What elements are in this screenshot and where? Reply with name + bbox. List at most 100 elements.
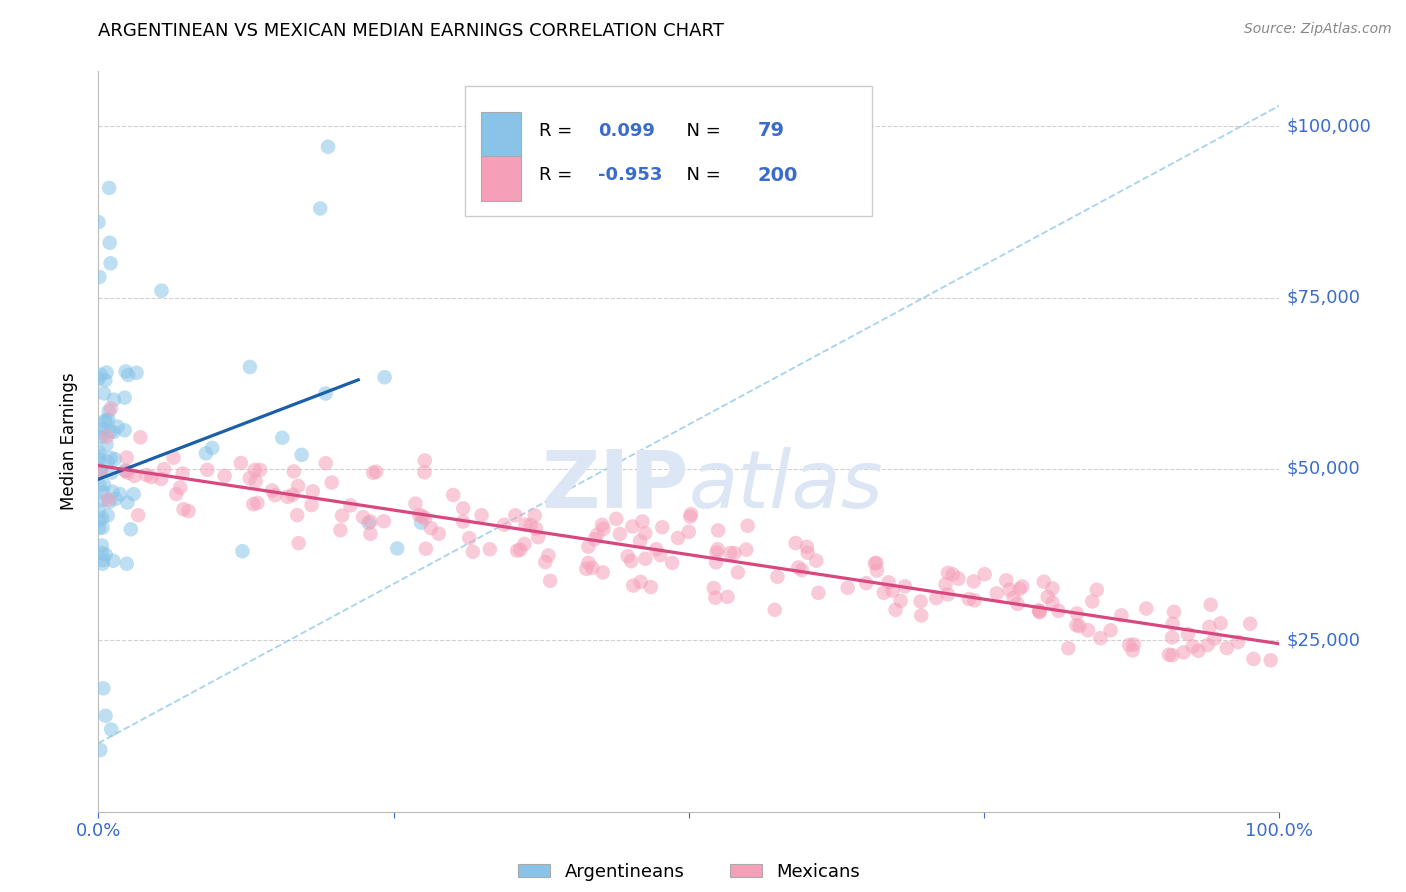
Point [374, 370, 396, 384]
Point [117, 495, 139, 509]
Point [287, 536, 309, 550]
Point [634, 551, 657, 566]
Point [91, 557, 114, 571]
Point [1157, 648, 1180, 662]
Point [666, 531, 689, 545]
Point [413, 465, 436, 479]
Point [1099, 624, 1122, 638]
Point [509, 542, 531, 557]
Point [650, 548, 672, 562]
Point [796, 540, 818, 554]
Point [1008, 582, 1031, 596]
Point [592, 522, 614, 536]
Point [239, 359, 262, 374]
Point [1002, 591, 1025, 605]
Point [352, 510, 374, 524]
Point [97, 492, 120, 507]
Point [169, 481, 191, 495]
Point [1198, 620, 1220, 634]
Point [262, 483, 284, 498]
Point [616, 549, 638, 564]
Point [1227, 635, 1250, 649]
Point [873, 585, 896, 599]
Point [884, 603, 907, 617]
Point [524, 522, 547, 536]
Point [866, 564, 889, 578]
Point [1090, 631, 1112, 645]
Point [925, 591, 948, 606]
Point [787, 560, 810, 574]
Point [458, 531, 481, 545]
Point [124, 469, 146, 483]
Point [890, 594, 912, 608]
Point [301, 498, 323, 512]
Point [100, 466, 122, 480]
Point [621, 578, 644, 592]
Point [91, 553, 114, 567]
Point [120, 522, 142, 536]
Point [1069, 619, 1091, 633]
Point [1077, 624, 1099, 638]
Point [91, 546, 114, 560]
Point [114, 364, 136, 378]
Point [1085, 582, 1108, 597]
Point [103, 554, 125, 568]
Point [505, 508, 527, 523]
Point [735, 542, 758, 557]
Point [737, 518, 759, 533]
Point [1177, 627, 1199, 641]
Point [309, 202, 332, 216]
Point [963, 593, 986, 607]
Point [583, 532, 606, 546]
Point [114, 423, 136, 437]
Point [785, 536, 807, 550]
Point [806, 554, 828, 568]
Point [948, 572, 970, 586]
Point [998, 582, 1021, 597]
Point [877, 575, 900, 590]
Point [419, 521, 441, 535]
Point [93, 422, 115, 436]
Text: atlas: atlas [689, 447, 884, 525]
Point [411, 516, 433, 530]
Point [115, 450, 138, 465]
Point [291, 448, 314, 462]
Point [89, 270, 111, 285]
Point [706, 546, 728, 560]
Point [591, 517, 613, 532]
Point [1181, 640, 1204, 654]
Point [316, 140, 339, 154]
Point [249, 463, 271, 477]
Point [855, 576, 877, 591]
Point [141, 470, 163, 484]
Point [723, 546, 745, 560]
Point [177, 504, 200, 518]
Point [87, 503, 110, 517]
Point [277, 490, 299, 504]
Point [1187, 644, 1209, 658]
Point [703, 581, 725, 595]
Point [114, 463, 136, 477]
Point [150, 284, 173, 298]
Point [1028, 603, 1050, 617]
Point [706, 542, 728, 557]
Point [173, 502, 195, 516]
Point [628, 534, 651, 549]
Point [100, 450, 122, 465]
Point [609, 527, 631, 541]
Y-axis label: Median Earnings: Median Earnings [59, 373, 77, 510]
Point [1032, 574, 1054, 589]
Text: R =: R = [538, 121, 578, 139]
Point [413, 511, 436, 525]
Point [114, 464, 136, 478]
Point [239, 471, 262, 485]
Point [506, 543, 529, 558]
Point [153, 462, 176, 476]
Point [1028, 605, 1050, 619]
Point [581, 561, 603, 575]
Text: Source: ZipAtlas.com: Source: ZipAtlas.com [1244, 22, 1392, 37]
Point [763, 603, 786, 617]
Point [515, 517, 537, 532]
Point [357, 516, 380, 530]
Point [1042, 596, 1064, 610]
